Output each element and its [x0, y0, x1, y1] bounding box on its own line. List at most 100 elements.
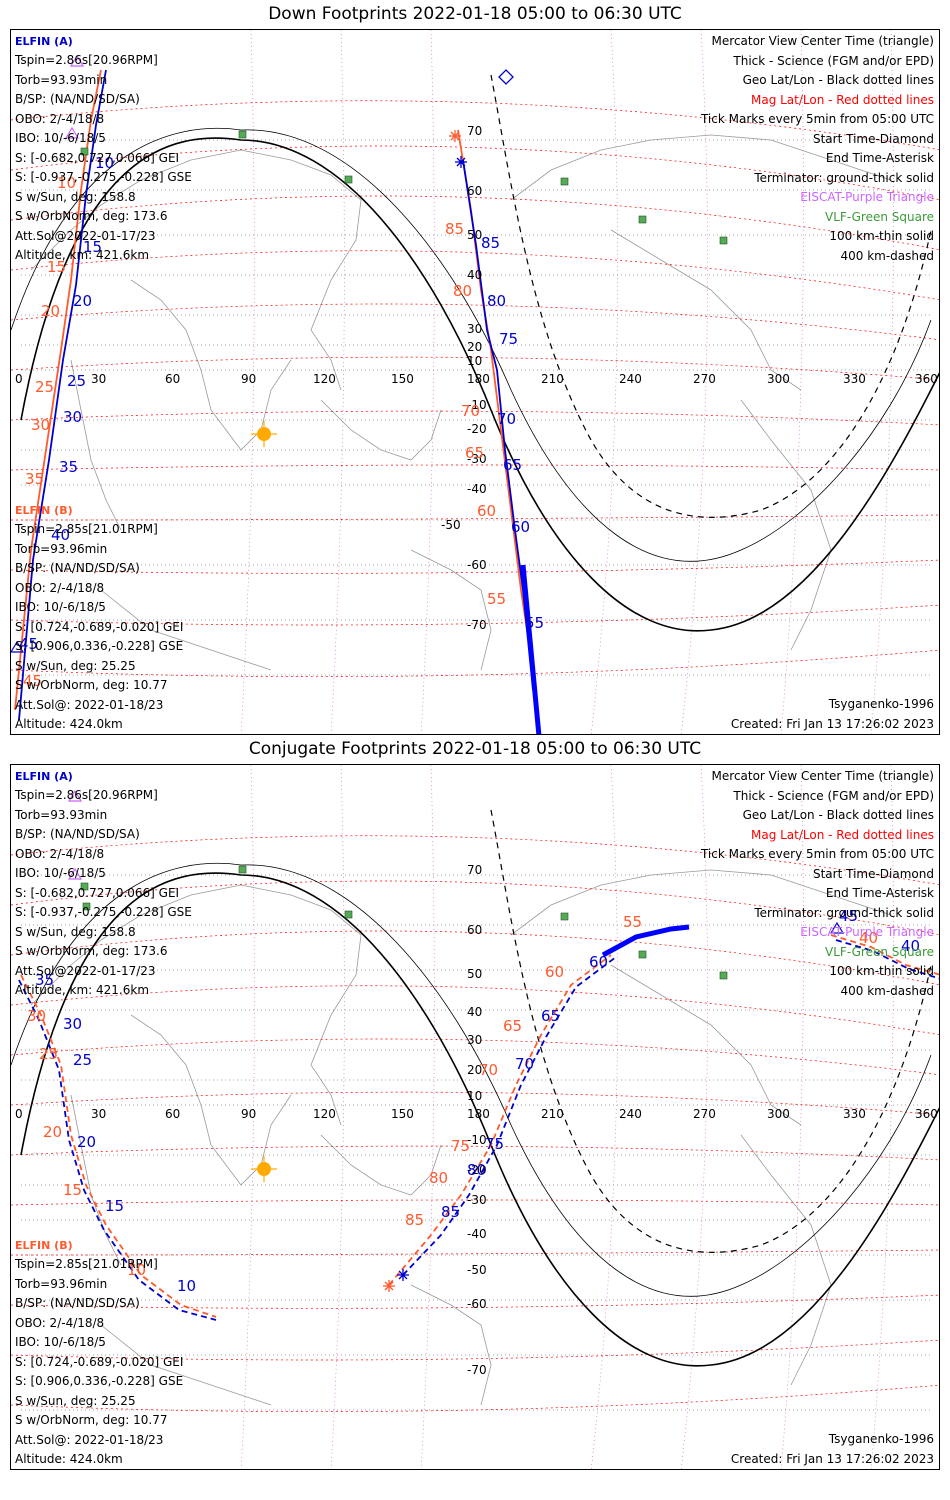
- tick-label-b: 80: [453, 282, 473, 300]
- vlf-squares: [80, 865, 728, 980]
- tick-label-a: 65: [541, 1007, 561, 1025]
- legend-item: Mag Lat/Lon - Red dotted lines: [750, 92, 934, 107]
- map-panel-conjugate: 0 30 60 90 120 150 180 210 240 270 300 3…: [10, 764, 940, 1470]
- legend-item: 100 km-thin solid: [829, 229, 934, 243]
- lon-label: 180: [467, 1107, 490, 1121]
- tick-label-b: 10: [57, 174, 77, 192]
- elfin-a-info: Altitude, km: 421.6km: [15, 983, 150, 997]
- tick-label-b: 70: [479, 1061, 499, 1079]
- elfin-a-info: Altitude, km: 421.6km: [15, 248, 150, 262]
- legend-item: Geo Lat/Lon - Black dotted lines: [742, 808, 934, 822]
- tick-label-a: 55: [525, 614, 545, 632]
- elfin-a-info: B/SP: (NA/ND/SD/SA): [15, 827, 140, 841]
- lon-label: 150: [391, 1107, 414, 1121]
- map-panel-down: 0 30 60 90 120 150 180 210 240 270 300 3…: [10, 29, 940, 735]
- elfin-a-conj-track-left: [18, 979, 217, 1321]
- lon-label: 330: [843, 372, 866, 386]
- legend-item: EISCAT-Purple Triangle: [800, 925, 934, 939]
- lon-label: 180: [467, 372, 490, 386]
- elfin-a-conj-track-mid: [402, 956, 617, 1276]
- tick-label-a: 85: [481, 234, 501, 252]
- elfin-a-info: S: [-0.682,0.727,0.066] GEI: [15, 150, 180, 165]
- elfin-a-info: Torb=93.93min: [15, 807, 108, 822]
- elfin-a-info: OBO: 2/-4/18/8: [15, 846, 105, 861]
- lon-label: 270: [693, 1107, 716, 1121]
- elfin-b-info: Att.Sol@: 2022-01-18/23: [15, 697, 164, 712]
- lat-label: 40: [467, 268, 483, 282]
- lat-label: -30: [467, 452, 487, 466]
- tick-label-a: 25: [73, 1051, 93, 1069]
- map-canvas-down: [11, 30, 939, 734]
- elfin-b-info: S w/Sun, deg: 25.25: [15, 1393, 136, 1408]
- model-label: Tsyganenko-1996: [828, 1432, 934, 1446]
- elfin-a-info: OBO: 2/-4/18/8: [15, 111, 105, 126]
- lon-label: 0: [15, 372, 23, 386]
- tick-label-a: 80: [467, 1161, 487, 1179]
- tick-label-a: 75: [499, 330, 519, 348]
- elfin-a-info: Att.Sol@2022-01-17/23: [15, 228, 156, 243]
- lon-label: 0: [15, 1107, 23, 1121]
- tick-label-a: 10: [177, 1277, 197, 1295]
- legend-item: VLF-Green Square: [825, 209, 934, 224]
- elfin-b-info: B/SP: (NA/ND/SD/SA): [15, 1296, 140, 1310]
- tick-label-b: 20: [41, 302, 61, 320]
- elfin-a-info: S w/OrbNorm, deg: 173.6: [15, 944, 168, 958]
- lat-label: -60: [467, 1297, 487, 1311]
- tick-label-a: 70: [515, 1055, 535, 1073]
- panel-title-down: Down Footprints 2022-01-18 05:00 to 06:3…: [268, 4, 682, 24]
- tick-label-a: 75: [485, 1135, 505, 1153]
- elfin-b-info: Altitude: 424.0km: [15, 717, 123, 731]
- lon-label: 300: [767, 1107, 790, 1121]
- elfin-b-info: Torb=93.96min: [15, 1276, 108, 1291]
- legend-item: 400 km-dashed: [840, 983, 934, 998]
- elfin-b-label: ELFIN (B): [15, 1239, 73, 1252]
- legend-item: Tick Marks every 5min from 05:00 UTC: [700, 847, 934, 861]
- terminator-100km: [11, 127, 932, 562]
- center-triangle-b: [11, 640, 25, 653]
- lat-label: -10: [467, 398, 487, 412]
- elfin-b-info: OBO: 2/-4/18/8: [15, 580, 105, 595]
- mag-grid: [11, 100, 939, 678]
- map-canvas-conjugate: [11, 765, 939, 1469]
- start-diamond: [498, 69, 514, 85]
- lat-label: 50: [467, 228, 483, 242]
- terminator-ground: [20, 137, 939, 632]
- lat-label: -30: [467, 1193, 487, 1207]
- elfin-b-info: IBO: 10/-6/18/5: [15, 1335, 106, 1349]
- elfin-b-info: S: [0.906,0.336,-0.228] GSE: [15, 639, 184, 653]
- elfin-b-info: OBO: 2/-4/18/8: [15, 1315, 105, 1330]
- tick-label-a: 45: [839, 907, 859, 925]
- elfin-a-info: Att.Sol@2022-01-17/23: [15, 963, 156, 978]
- tick-label-b: 85: [445, 220, 465, 238]
- tick-label-b: 65: [503, 1017, 523, 1035]
- lat-label: -50: [441, 518, 461, 532]
- elfin-a-info: S: [-0.937,-0.275,-0.228] GSE: [15, 170, 192, 184]
- eiscat-triangles: [64, 54, 85, 139]
- elfin-b-info: Altitude: 424.0km: [15, 1452, 123, 1466]
- tick-label-b: 70: [461, 402, 481, 420]
- tick-label-b: 65: [465, 444, 485, 462]
- lat-label: -70: [467, 618, 487, 632]
- terminator-ground: [20, 872, 939, 1367]
- tick-label-b: 55: [487, 590, 507, 608]
- tick-label-b: 25: [39, 1045, 59, 1063]
- tick-label-b: 75: [451, 1137, 471, 1155]
- tick-label-a: 80: [487, 292, 507, 310]
- end-asterisk-a: [397, 1269, 409, 1281]
- lat-label: -40: [467, 482, 487, 496]
- elfin-a-info: S: [-0.937,-0.275,-0.228] GSE: [15, 905, 192, 919]
- tick-label-b: 85: [405, 1211, 425, 1229]
- elfin-a-science-thick: [601, 924, 690, 958]
- lon-label: 360: [915, 372, 938, 386]
- lon-label: 300: [767, 372, 790, 386]
- lon-label: 270: [693, 372, 716, 386]
- vlf-squares: [80, 130, 728, 245]
- lon-label: 360: [915, 1107, 938, 1121]
- tick-label-b: 60: [545, 963, 565, 981]
- elfin-b-info: S: [0.724,-0.689,-0.020] GEI: [15, 619, 184, 634]
- elfin-a-track-mid: [462, 159, 534, 691]
- coastlines: [30, 134, 892, 671]
- lat-label: -20: [467, 1163, 487, 1177]
- elfin-a-info: S: [-0.682,0.727,0.066] GEI: [15, 885, 180, 900]
- elfin-a-science-thick: [520, 564, 542, 734]
